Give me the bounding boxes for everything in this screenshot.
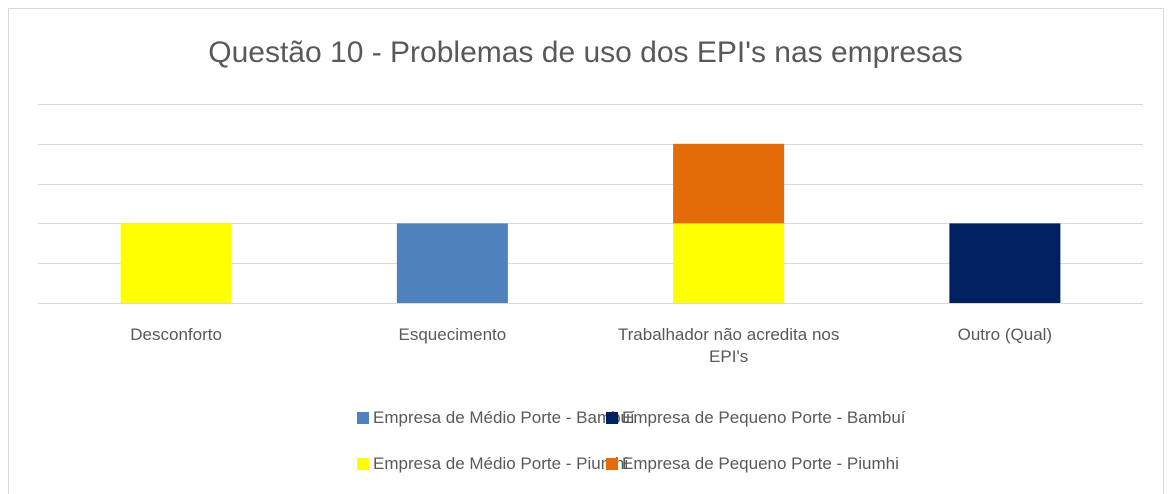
legend-label: Empresa de Médio Porte - Bambuí	[373, 408, 635, 427]
legend-item: Empresa de Pequeno Porte - Piumhi	[606, 453, 899, 475]
x-tick-label: Outro (Qual)	[957, 325, 1053, 344]
bar-segment	[396, 223, 508, 303]
legend-item: Empresa de Médio Porte - Piumhi	[357, 453, 628, 475]
bar-segment	[673, 223, 785, 303]
x-tick-label: Desconforto	[130, 325, 222, 344]
legend-swatch	[357, 458, 369, 470]
bar-segment	[673, 143, 785, 224]
legend-label: Empresa de Pequeno Porte - Bambuí	[622, 408, 906, 427]
legend-item: Empresa de Pequeno Porte - Bambuí	[606, 407, 906, 429]
x-tick-label: Trabalhador não acredita nos EPI's	[617, 325, 840, 366]
chart-title: Questão 10 - Problemas de uso dos EPI's …	[208, 36, 963, 69]
x-tick-label: Esquecimento	[398, 325, 507, 344]
legend-label: Empresa de Médio Porte - Piumhi	[373, 454, 629, 473]
frame	[8, 8, 1164, 494]
legend-item: Empresa de Médio Porte - Bambuí	[357, 407, 635, 429]
bar-segment	[949, 223, 1061, 303]
bar-segment	[120, 223, 232, 303]
legend-swatch	[606, 412, 618, 424]
legend-label: Empresa de Pequeno Porte - Piumhi	[622, 454, 899, 473]
legend-swatch	[357, 412, 369, 424]
legend-swatch	[606, 458, 618, 470]
